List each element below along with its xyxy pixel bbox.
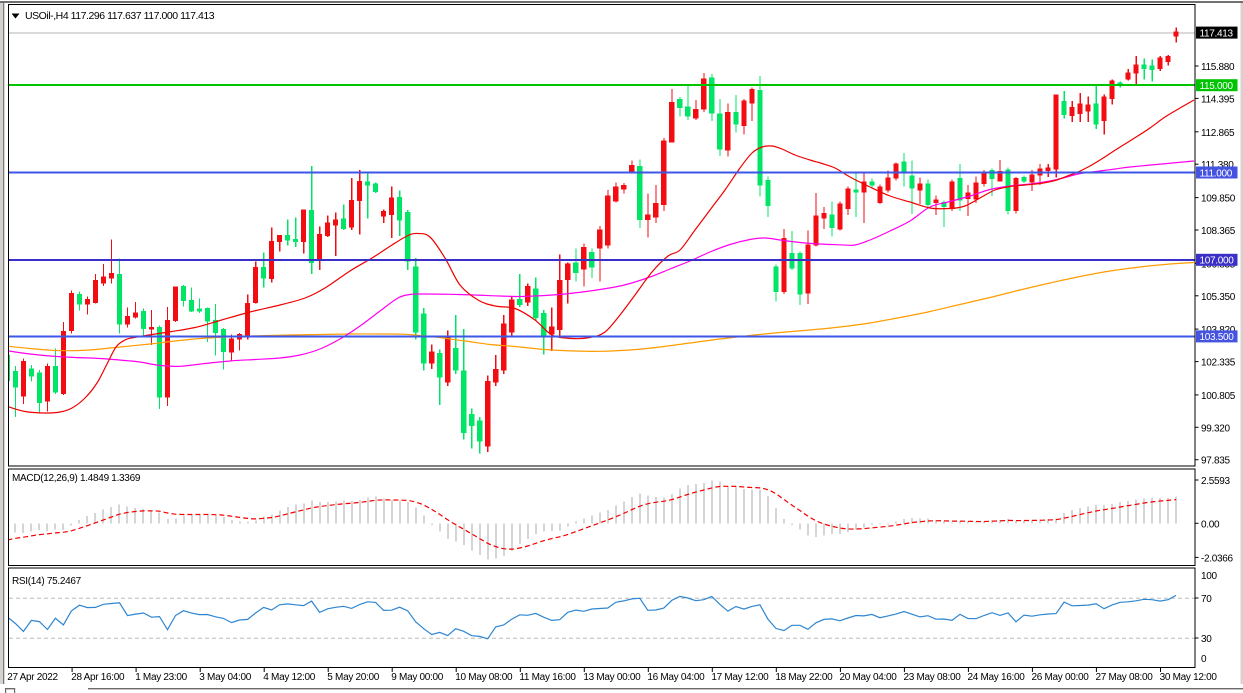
svg-text:18 May 22:00: 18 May 22:00 bbox=[775, 672, 833, 683]
svg-text:115.880: 115.880 bbox=[1201, 62, 1235, 73]
svg-text:105.350: 105.350 bbox=[1201, 292, 1236, 303]
svg-text:30 May 12:00: 30 May 12:00 bbox=[1160, 672, 1218, 683]
svg-text:97.835: 97.835 bbox=[1201, 456, 1231, 467]
svg-text:70: 70 bbox=[1201, 594, 1212, 605]
svg-text:MACD(12,26,9) 1.4849 1.3369: MACD(12,26,9) 1.4849 1.3369 bbox=[12, 473, 141, 484]
svg-text:1 May 23:00: 1 May 23:00 bbox=[135, 672, 187, 683]
svg-text:5 May 20:00: 5 May 20:00 bbox=[327, 672, 379, 683]
svg-text:20 May 04:00: 20 May 04:00 bbox=[840, 672, 898, 683]
svg-text:115.000: 115.000 bbox=[1200, 81, 1234, 92]
svg-text:0: 0 bbox=[1201, 654, 1207, 665]
svg-text:2.5593: 2.5593 bbox=[1201, 476, 1231, 487]
svg-text:23 May 08:00: 23 May 08:00 bbox=[904, 672, 962, 683]
svg-text:16 May 04:00: 16 May 04:00 bbox=[647, 672, 705, 683]
svg-text:27 Apr 2022: 27 Apr 2022 bbox=[7, 672, 58, 683]
svg-text:30: 30 bbox=[1201, 634, 1212, 645]
svg-text:108.365: 108.365 bbox=[1201, 226, 1236, 237]
svg-text:13 May 00:00: 13 May 00:00 bbox=[583, 672, 641, 683]
svg-text:USOil-,H4 117.296 117.637 117: USOil-,H4 117.296 117.637 117.000 117.41… bbox=[25, 10, 215, 22]
svg-text:112.865: 112.865 bbox=[1201, 128, 1235, 139]
svg-text:RSI(14) 75.2467: RSI(14) 75.2467 bbox=[12, 576, 82, 587]
svg-text:9 May 00:00: 9 May 00:00 bbox=[391, 672, 443, 683]
svg-text:100: 100 bbox=[1201, 571, 1218, 582]
svg-text:4 May 12:00: 4 May 12:00 bbox=[263, 672, 315, 683]
svg-text:26 May 00:00: 26 May 00:00 bbox=[1032, 672, 1090, 683]
svg-text:0.00: 0.00 bbox=[1201, 519, 1220, 530]
svg-text:3 May 04:00: 3 May 04:00 bbox=[199, 672, 251, 683]
svg-text:24 May 16:00: 24 May 16:00 bbox=[968, 672, 1026, 683]
svg-text:111.380: 111.380 bbox=[1201, 160, 1234, 171]
svg-text:107.000: 107.000 bbox=[1200, 256, 1235, 267]
svg-text:28 Apr 16:00: 28 Apr 16:00 bbox=[71, 672, 125, 683]
svg-text:117.413: 117.413 bbox=[1200, 28, 1234, 39]
svg-text:27 May 08:00: 27 May 08:00 bbox=[1096, 672, 1154, 683]
svg-text:114.395: 114.395 bbox=[1201, 94, 1235, 105]
svg-text:11 May 16:00: 11 May 16:00 bbox=[519, 672, 576, 683]
svg-text:10 May 08:00: 10 May 08:00 bbox=[455, 672, 513, 683]
svg-text:17 May 12:00: 17 May 12:00 bbox=[711, 672, 769, 683]
svg-text:111.000: 111.000 bbox=[1200, 168, 1233, 179]
svg-text:100.805: 100.805 bbox=[1201, 391, 1236, 402]
svg-text:102.335: 102.335 bbox=[1201, 358, 1236, 369]
svg-text:-2.0366: -2.0366 bbox=[1201, 553, 1234, 564]
svg-text:109.850: 109.850 bbox=[1201, 194, 1236, 205]
svg-text:103.500: 103.500 bbox=[1200, 332, 1235, 343]
svg-text:99.320: 99.320 bbox=[1201, 423, 1231, 434]
